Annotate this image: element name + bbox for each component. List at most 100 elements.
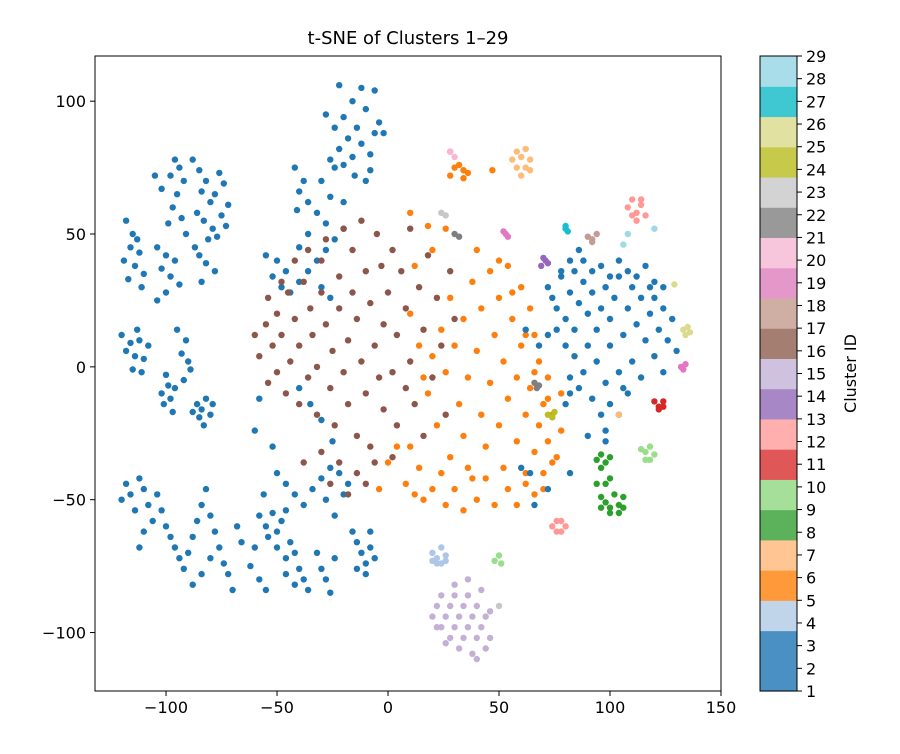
point-cluster-2	[597, 262, 605, 270]
point-cluster-5	[509, 156, 516, 163]
point-cluster-2	[566, 374, 574, 381]
point-cluster-16	[407, 225, 414, 232]
point-cluster-2	[220, 180, 227, 187]
point-cluster-16	[362, 268, 369, 275]
point-cluster-16	[344, 400, 352, 408]
point-cluster-14	[469, 613, 476, 620]
point-cluster-16	[349, 246, 356, 254]
point-cluster-2	[531, 501, 538, 509]
point-cluster-2	[158, 265, 165, 272]
point-cluster-2	[136, 544, 143, 551]
point-cluster-2	[526, 469, 534, 477]
point-cluster-2	[151, 172, 159, 179]
point-cluster-14	[486, 634, 494, 642]
point-cluster-4	[442, 501, 449, 509]
point-cluster-2	[651, 353, 658, 360]
point-cluster-4	[489, 167, 496, 174]
point-cluster-4	[451, 485, 458, 493]
point-cluster-2	[597, 305, 605, 312]
point-cluster-2	[138, 369, 145, 376]
point-cluster-12	[542, 257, 549, 264]
colorbar-tick-label: 6	[806, 569, 816, 588]
point-cluster-2	[182, 230, 190, 238]
point-cluster-7	[597, 451, 605, 458]
point-cluster-4	[518, 342, 525, 349]
point-cluster-2	[593, 358, 600, 365]
point-cluster-16	[402, 384, 409, 392]
point-cluster-2	[322, 111, 330, 118]
point-cluster-7	[615, 509, 623, 517]
point-cluster-2	[282, 570, 290, 578]
point-cluster-12	[538, 262, 545, 270]
y-tick-label: −50	[52, 491, 86, 510]
point-cluster-11	[549, 523, 556, 530]
point-cluster-2	[367, 544, 374, 551]
point-cluster-4	[384, 459, 392, 466]
point-cluster-4	[473, 246, 480, 254]
point-cluster-16	[318, 289, 325, 296]
point-cluster-8	[498, 560, 505, 567]
point-cluster-2	[185, 358, 192, 365]
colorbar-segment	[760, 207, 797, 239]
colorbar-tick-label: 10	[806, 478, 826, 497]
point-cluster-5	[522, 145, 529, 153]
point-cluster-4	[544, 374, 552, 381]
point-cluster-2	[331, 512, 338, 519]
y-tick-label: 0	[76, 358, 86, 377]
point-cluster-2	[353, 565, 361, 572]
point-cluster-2	[304, 268, 312, 275]
point-cluster-2	[154, 297, 161, 304]
point-cluster-2	[180, 177, 187, 185]
point-cluster-3	[429, 549, 436, 556]
point-cluster-2	[296, 278, 303, 285]
point-cluster-4	[549, 459, 556, 466]
point-cluster-2	[158, 390, 165, 397]
point-cluster-2	[193, 517, 201, 525]
chart-title: t-SNE of Clusters 1–29	[308, 28, 509, 49]
point-cluster-2	[562, 315, 569, 323]
colorbar-label: Cluster ID	[841, 334, 860, 413]
point-cluster-16	[264, 379, 272, 386]
point-cluster-2	[145, 342, 152, 349]
colorbar-segment	[760, 479, 797, 511]
colorbar-tick-label: 11	[806, 455, 826, 474]
point-cluster-7	[606, 475, 614, 482]
point-cluster-2	[575, 384, 583, 392]
point-cluster-2	[158, 507, 165, 514]
point-cluster-2	[624, 305, 631, 312]
point-cluster-16	[451, 315, 458, 323]
point-cluster-2	[544, 485, 552, 493]
point-cluster-2	[580, 278, 587, 285]
point-cluster-4	[415, 464, 423, 471]
point-cluster-2	[169, 408, 176, 416]
point-cluster-16	[256, 353, 263, 360]
point-cluster-16	[358, 358, 365, 365]
point-cluster-2	[225, 201, 232, 208]
point-cluster-2	[562, 400, 569, 408]
point-cluster-11	[624, 204, 631, 211]
point-cluster-2	[629, 358, 636, 365]
point-cluster-2	[589, 395, 596, 402]
point-cluster-14	[433, 602, 441, 610]
point-cluster-2	[304, 586, 312, 594]
point-cluster-2	[664, 337, 671, 344]
point-cluster-2	[167, 395, 174, 402]
point-cluster-2	[566, 390, 574, 397]
point-cluster-2	[580, 369, 587, 376]
colorbar-segment	[760, 176, 797, 208]
point-cluster-2	[282, 268, 290, 275]
point-cluster-2	[182, 337, 190, 344]
point-cluster-2	[322, 246, 330, 254]
point-cluster-2	[322, 576, 330, 583]
point-cluster-5	[518, 172, 525, 179]
point-cluster-4	[558, 427, 565, 434]
point-cluster-2	[615, 273, 623, 280]
point-cluster-7	[602, 499, 609, 506]
point-cluster-2	[134, 236, 141, 243]
point-cluster-4	[558, 390, 565, 397]
point-cluster-2	[165, 382, 172, 389]
point-cluster-2	[651, 294, 658, 301]
point-cluster-2	[353, 124, 361, 131]
point-cluster-16	[331, 422, 338, 429]
colorbar-tick-label: 15	[806, 365, 826, 384]
